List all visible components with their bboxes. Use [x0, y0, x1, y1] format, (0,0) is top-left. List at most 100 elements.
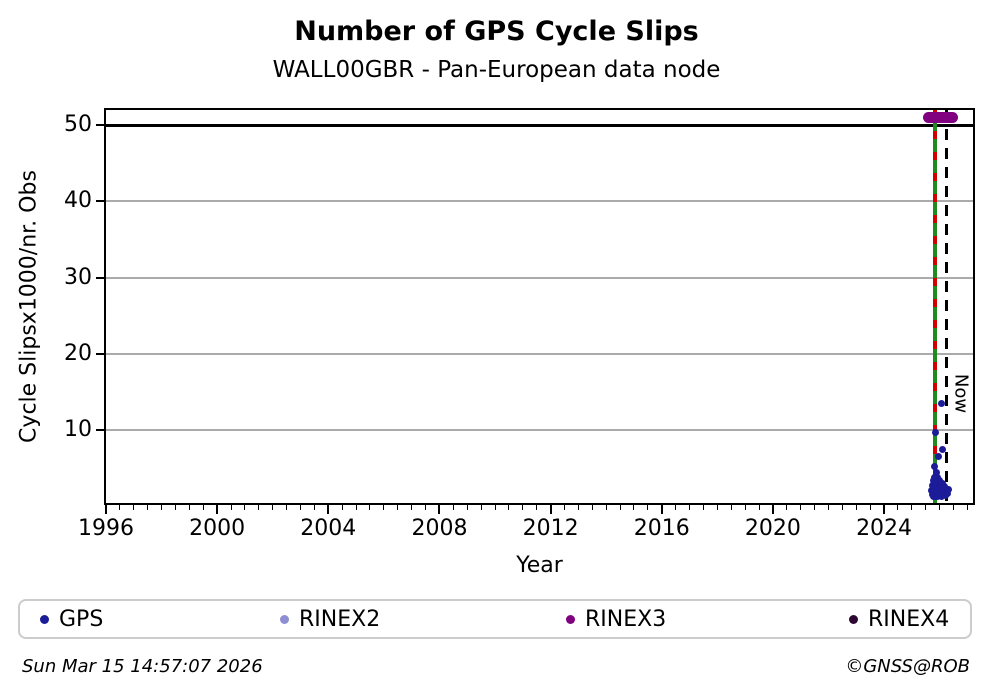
legend-marker-icon: [40, 614, 49, 624]
chart-subtitle: WALL00GBR - Pan-European data node: [272, 57, 721, 83]
x-minor-tick: [939, 505, 941, 510]
y-tick-label: 50: [64, 112, 92, 138]
x-minor-tick: [911, 505, 913, 510]
x-minor-tick: [119, 505, 121, 510]
x-minor-tick: [480, 505, 482, 510]
x-minor-tick: [286, 505, 288, 510]
event-line: [932, 110, 937, 503]
x-minor-tick: [508, 505, 510, 510]
data-point-gps: [943, 489, 951, 497]
x-minor-tick: [730, 505, 732, 510]
data-point-gps: [937, 400, 945, 408]
data-point-rinex3: [946, 112, 958, 124]
x-minor-tick: [313, 505, 315, 510]
data-point-gps: [931, 429, 939, 437]
legend-marker-icon: [280, 614, 289, 624]
legend-label: GPS: [59, 606, 104, 632]
x-minor-tick: [897, 505, 899, 510]
legend-label: RINEX2: [299, 606, 381, 632]
threshold-line: [106, 123, 973, 127]
gridline: [106, 276, 973, 279]
now-line: [945, 110, 949, 503]
x-minor-tick: [716, 505, 718, 510]
y-tick-label: 20: [64, 340, 92, 366]
x-minor-tick: [786, 505, 788, 510]
x-minor-tick: [174, 505, 176, 510]
y-axis-label: Cycle Slipsx1000/nr. Obs: [16, 170, 42, 443]
x-minor-tick: [855, 505, 857, 510]
x-tick: [438, 505, 441, 514]
x-minor-tick: [953, 505, 955, 510]
copyright: ©GNSS@ROB: [845, 656, 970, 677]
legend-item-rinex4: RINEX4: [849, 601, 949, 637]
x-minor-tick: [411, 505, 413, 510]
x-minor-tick: [564, 505, 565, 510]
x-minor-tick: [341, 505, 343, 510]
data-point-gps: [932, 469, 940, 477]
x-tick-label: 2016: [633, 516, 690, 541]
x-minor-tick: [494, 505, 496, 510]
x-minor-tick: [605, 505, 607, 510]
legend-label: RINEX4: [868, 606, 950, 632]
data-point-gps: [945, 485, 953, 493]
y-tick: [96, 276, 106, 279]
x-minor-tick: [689, 505, 691, 510]
x-minor-tick: [675, 505, 677, 510]
x-minor-tick: [744, 505, 746, 510]
x-minor-tick: [702, 505, 704, 510]
x-tick: [216, 505, 219, 514]
y-tick: [96, 200, 106, 203]
x-minor-tick: [258, 505, 260, 510]
x-minor-tick: [300, 505, 302, 510]
x-minor-tick: [425, 505, 427, 510]
x-minor-tick: [188, 505, 190, 510]
plot-area: [104, 108, 975, 505]
gridline: [106, 200, 973, 203]
y-tick-label: 40: [64, 188, 92, 214]
x-minor-tick: [369, 505, 371, 510]
x-minor-tick: [925, 505, 927, 510]
x-tick: [771, 505, 774, 514]
data-point-gps: [934, 453, 942, 461]
x-minor-tick: [202, 505, 204, 510]
x-minor-tick: [452, 505, 454, 510]
x-minor-tick: [828, 505, 829, 510]
x-minor-tick: [800, 505, 802, 510]
x-tick: [327, 505, 330, 514]
x-tick: [883, 505, 886, 514]
timestamp: Sun Mar 15 14:57:07 2026: [22, 656, 263, 677]
y-tick: [96, 352, 106, 355]
x-tick-label: 2008: [411, 516, 468, 541]
x-minor-tick: [133, 505, 135, 510]
x-axis-label: Year: [516, 553, 563, 578]
gridline: [106, 352, 973, 355]
x-tick-label: 2020: [744, 516, 801, 541]
legend: GPS RINEX2 RINEX3 RINEX4: [18, 599, 972, 639]
x-tick-label: 1996: [78, 516, 134, 541]
x-tick-label: 2000: [189, 516, 246, 541]
x-minor-tick: [244, 505, 246, 510]
x-tick: [549, 505, 552, 514]
x-tick-label: 2024: [856, 516, 913, 541]
x-minor-tick: [230, 505, 232, 510]
x-minor-tick: [841, 505, 843, 510]
legend-item-rinex2: RINEX2: [280, 601, 380, 637]
x-minor-tick: [633, 505, 635, 510]
x-minor-tick: [355, 505, 357, 510]
y-tick: [96, 124, 106, 127]
x-minor-tick: [647, 505, 649, 510]
now-label: Now: [950, 373, 972, 414]
x-minor-tick: [814, 505, 816, 510]
x-tick: [105, 505, 107, 514]
legend-label: RINEX3: [585, 606, 667, 632]
x-minor-tick: [758, 505, 760, 510]
x-minor-tick: [272, 505, 274, 510]
x-minor-tick: [397, 505, 399, 510]
legend-marker-icon: [849, 614, 858, 624]
y-tick-label: 30: [64, 264, 92, 290]
legend-item-rinex3: RINEX3: [566, 601, 666, 637]
x-minor-tick: [591, 505, 593, 510]
legend-marker-icon: [566, 614, 575, 624]
